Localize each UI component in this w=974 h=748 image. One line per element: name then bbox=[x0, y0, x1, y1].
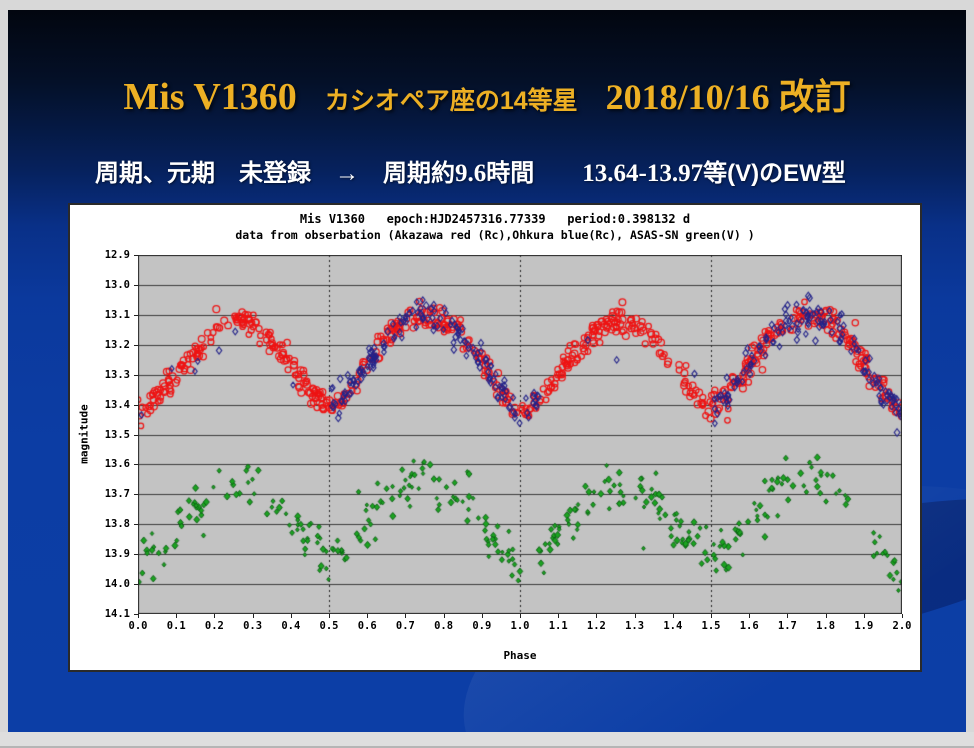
y-tick-mark bbox=[134, 614, 138, 615]
slide-subtitle: 周期、元期 未登録 → 周期約9.6時間 13.64-13.97等(V)のEW型 bbox=[95, 153, 846, 188]
x-tick-label: 1.9 bbox=[854, 620, 874, 632]
x-tick-label: 1.7 bbox=[777, 620, 797, 632]
x-tick-mark bbox=[749, 614, 751, 618]
x-tick-mark bbox=[176, 614, 178, 618]
light-curve-chart: Mis V1360 epoch:HJD2457316.77339 period:… bbox=[68, 203, 922, 672]
x-tick-label: 0.9 bbox=[472, 620, 492, 632]
x-tick-mark bbox=[825, 614, 827, 618]
star-name: Mis V1360 bbox=[123, 76, 297, 118]
x-tick-mark bbox=[367, 614, 369, 618]
x-tick-label: 0.7 bbox=[395, 620, 415, 632]
x-tick-label: 1.3 bbox=[625, 620, 645, 632]
x-tick-label: 0.3 bbox=[243, 620, 263, 632]
y-axis-label: magnitude bbox=[77, 404, 91, 464]
x-tick-label: 1.0 bbox=[510, 620, 530, 632]
x-tick-label: 2.0 bbox=[892, 620, 912, 632]
y-tick-label: 13.1 bbox=[104, 308, 130, 321]
subtitle-period-hours: 9.6 bbox=[455, 160, 487, 187]
subtitle-magnitude-range: 13.64-13.97 bbox=[582, 160, 704, 187]
y-tick-mark bbox=[134, 344, 138, 346]
x-tick-label: 1.8 bbox=[816, 620, 836, 632]
y-tick-label: 13.5 bbox=[104, 428, 130, 441]
x-tick-label: 0.8 bbox=[434, 620, 454, 632]
y-tick-mark bbox=[134, 255, 138, 256]
y-tick-mark bbox=[134, 584, 138, 586]
y-tick-mark bbox=[134, 554, 138, 556]
x-tick-mark bbox=[290, 614, 292, 618]
x-axis-label: Phase bbox=[503, 649, 537, 662]
x-tick-label: 1.1 bbox=[548, 620, 568, 632]
x-tick-label: 0.5 bbox=[319, 620, 339, 632]
subtitle-text-1: 周期、元期 未登録 → 周期約 bbox=[95, 160, 455, 187]
y-tick-label: 12.9 bbox=[104, 249, 130, 261]
revision-date: 2018/10/16 改訂 bbox=[605, 77, 851, 117]
y-tick-mark bbox=[134, 404, 138, 406]
x-tick-label: 1.2 bbox=[586, 620, 606, 632]
y-tick-label: 13.4 bbox=[104, 398, 130, 411]
subtitle-text-2: 時間 bbox=[486, 160, 583, 187]
x-tick-mark bbox=[405, 614, 407, 618]
x-tick-label: 1.4 bbox=[663, 620, 683, 632]
y-tick-label: 14.1 bbox=[104, 608, 130, 620]
y-tick-mark bbox=[134, 434, 138, 436]
y-tick-mark bbox=[134, 314, 138, 316]
slide-title: Mis V1360 カシオペア座の14等星 2018/10/16 改訂 bbox=[8, 68, 966, 120]
x-tick-label: 1.6 bbox=[739, 620, 759, 632]
x-tick-mark bbox=[214, 614, 216, 618]
x-tick-mark bbox=[481, 614, 483, 618]
y-tick-label: 13.9 bbox=[104, 548, 130, 561]
x-tick-label: 0.6 bbox=[357, 620, 377, 632]
x-tick-label: 0.4 bbox=[281, 620, 301, 632]
y-tick-label: 13.3 bbox=[104, 368, 130, 381]
subtitle-text-3: 等(V)のEW型 bbox=[703, 160, 846, 187]
x-tick-label: 0.0 bbox=[128, 620, 148, 632]
star-description: カシオペア座の14等星 bbox=[324, 87, 578, 115]
y-tick-mark bbox=[134, 524, 138, 526]
x-tick-mark bbox=[672, 614, 674, 618]
x-tick-label: 0.2 bbox=[204, 620, 224, 632]
y-tick-label: 13.8 bbox=[104, 518, 130, 531]
x-tick-label: 1.5 bbox=[701, 620, 721, 632]
x-tick-mark bbox=[596, 614, 598, 618]
window-bottom-strip bbox=[0, 732, 974, 748]
x-tick-mark bbox=[329, 614, 330, 618]
chart-title: Mis V1360 epoch:HJD2457316.77339 period:… bbox=[299, 212, 691, 226]
x-tick-mark bbox=[634, 614, 636, 618]
y-tick-label: 13.6 bbox=[104, 458, 130, 471]
x-tick-mark bbox=[520, 614, 521, 618]
y-tick-mark bbox=[134, 494, 138, 496]
x-tick-mark bbox=[711, 614, 712, 618]
slide-background: Mis V1360 カシオペア座の14等星 2018/10/16 改訂 周期、元… bbox=[8, 10, 966, 732]
x-tick-mark bbox=[902, 614, 903, 618]
x-tick-mark bbox=[138, 614, 139, 618]
y-tick-label: 13.7 bbox=[104, 488, 130, 501]
y-tick-mark bbox=[134, 284, 138, 286]
chart-data-note: data from obserbation (Akazawa red (Rc),… bbox=[235, 228, 755, 242]
x-tick-label: 0.1 bbox=[166, 620, 186, 632]
x-tick-mark bbox=[863, 614, 865, 618]
y-tick-label: 13.0 bbox=[104, 278, 130, 291]
y-tick-mark bbox=[134, 464, 138, 466]
x-tick-mark bbox=[787, 614, 789, 618]
x-tick-mark bbox=[252, 614, 254, 618]
x-tick-mark bbox=[558, 614, 560, 618]
light-curve-plot-canvas bbox=[138, 255, 902, 614]
x-tick-mark bbox=[443, 614, 445, 618]
y-tick-label: 13.2 bbox=[104, 338, 130, 351]
y-tick-label: 14.0 bbox=[104, 578, 130, 591]
y-tick-mark bbox=[134, 374, 138, 376]
